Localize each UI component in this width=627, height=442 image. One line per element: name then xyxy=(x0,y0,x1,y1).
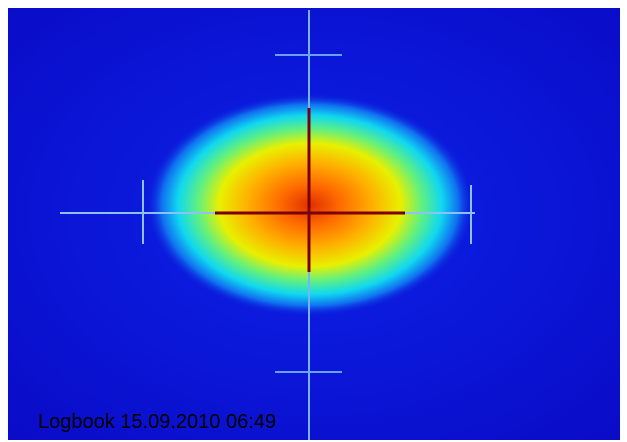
caption: Logbook 15.09.2010 06:49 xyxy=(38,411,276,433)
